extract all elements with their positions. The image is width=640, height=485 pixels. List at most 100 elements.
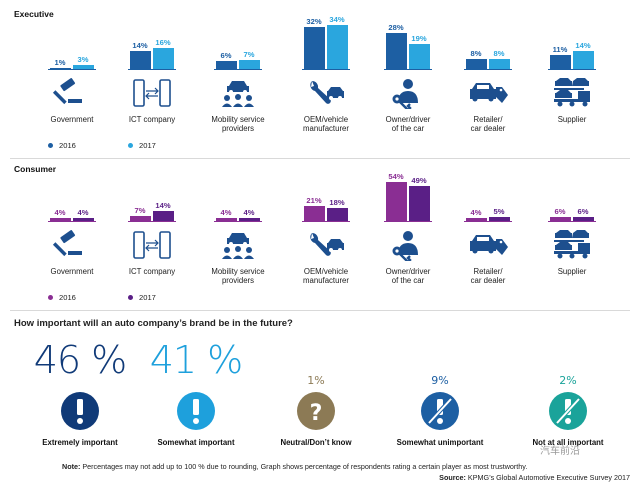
bar-2017 [573, 216, 594, 221]
bar-value-label: 1% [54, 57, 66, 67]
importance-percentage: 9% [431, 374, 449, 387]
bar-value-label: 6% [220, 51, 232, 61]
category-label-line: Supplier [557, 267, 587, 276]
person-key-icon [388, 77, 428, 114]
bar-2017 [73, 65, 94, 69]
bar-value-label: 6% [577, 206, 589, 216]
bar-2017 [409, 44, 430, 69]
footnote: Note: Percentages may not add up to 100 … [62, 462, 632, 471]
importance-label: Somewhat unimportant [396, 438, 484, 447]
category-label: ICT company [110, 115, 194, 124]
question-icon: ? [296, 391, 336, 436]
people-car-icon [218, 229, 258, 266]
category-label-line: manufacturer [303, 276, 349, 285]
people-car-icon [218, 77, 258, 114]
category-label: Government [30, 115, 114, 124]
bar-value-label: 4% [220, 208, 232, 218]
bar-2017 [239, 218, 260, 221]
bar-2016 [130, 215, 151, 221]
category-label-line: providers [221, 276, 255, 285]
svg-text:?: ? [310, 401, 323, 426]
bar-2016 [304, 27, 325, 69]
category-label-line: ICT company [128, 267, 176, 276]
bar-baseline [302, 221, 350, 222]
category-label-line: Government [50, 267, 94, 276]
bar-2017 [153, 48, 174, 69]
bar-2017 [327, 24, 348, 69]
bar-baseline [464, 221, 512, 222]
wrench-car-icon [306, 229, 346, 266]
brand-question: How important will an auto company’s bra… [14, 318, 293, 329]
bar-value-label: 11% [552, 44, 568, 54]
bar-2016 [130, 50, 151, 69]
wrench-car-icon [306, 77, 346, 114]
category-label-line: Mobility service [211, 267, 265, 276]
category-label: OEM/vehicle manufacturer [284, 267, 368, 285]
watermark: 汽车前沿 [540, 446, 580, 457]
bar-2017 [573, 50, 594, 69]
brand-importance-chart: 46 % Extremely important 41 % Somewhat impo… [33, 338, 604, 447]
executive-legend-2017: 2017 [128, 141, 156, 150]
category-label: Retailer/car dealer [446, 267, 530, 285]
importance-percentage: 46 % [33, 338, 128, 382]
person-key-icon [388, 229, 428, 266]
bar-value-label: 14% [575, 40, 591, 50]
category-label-line: car dealer [470, 276, 506, 285]
exclamation-icon [176, 391, 216, 436]
category-label-line: OEM/vehicle [303, 267, 349, 276]
bar-value-label: 5% [493, 207, 505, 217]
category-label-line: Retailer/ [473, 115, 503, 124]
importance-percentage: 2% [559, 374, 577, 387]
importance-percentage: 41 % [149, 338, 244, 382]
bar-value-label: 32% [306, 17, 322, 27]
bar-2016 [50, 218, 71, 221]
bar-baseline [384, 69, 432, 70]
category-label: Government [30, 267, 114, 276]
consumer-legend-2016: 2016 [48, 293, 76, 302]
consumer-title: Consumer [14, 164, 57, 174]
executive-chart: 1% 3% Government 14% 16% ICT company 6% 7% Mo… [0, 0, 640, 160]
importance-label: Neutral/Don’t know [280, 438, 352, 447]
bar-2016 [550, 54, 571, 69]
legend-2017-label: 2017 [139, 141, 156, 150]
bar-value-label: 18% [329, 198, 345, 208]
bar-2016 [466, 58, 487, 69]
bar-2017 [489, 58, 510, 69]
exclamation-icon [60, 391, 100, 436]
bar-value-label: 49% [411, 175, 427, 185]
legend-2016-dot [48, 143, 53, 148]
bar-2017 [73, 218, 94, 221]
consumer-legend-2017: 2017 [128, 293, 156, 302]
note-text: Percentages may not add up to 100 % due … [80, 462, 528, 471]
bar-baseline [548, 221, 596, 222]
bar-2016 [386, 32, 407, 69]
category-label-line: Government [50, 115, 94, 124]
category-label: Owner/driver of the car [366, 267, 450, 285]
bar-2016 [466, 218, 487, 221]
category-label-line: Owner/driver [385, 267, 431, 276]
gavel-icon [52, 77, 92, 114]
slashed-exclamation-icon [420, 391, 460, 436]
importance-label: Not at all important [532, 438, 604, 447]
category-label-line: providers [221, 124, 255, 133]
category-label-line: Mobility service [211, 115, 265, 124]
category-label-line: OEM/vehicle [303, 115, 349, 124]
bar-value-label: 7% [134, 205, 146, 215]
category-label: Supplier [530, 267, 614, 276]
bar-2017 [489, 217, 510, 221]
category-label-line: of the car [391, 124, 425, 133]
legend-2017-dot [128, 295, 133, 300]
car-tag-icon [468, 77, 508, 114]
car-transporter-icon [552, 229, 592, 266]
divider [10, 158, 630, 159]
bar-value-label: 4% [470, 208, 482, 218]
divider [10, 310, 630, 311]
bar-2016 [550, 216, 571, 221]
category-label-line: Retailer/ [473, 267, 503, 276]
phones-icon [132, 229, 172, 266]
category-label: Retailer/car dealer [446, 115, 530, 133]
source-line: Source: KPMG’s Global Automotive Executi… [300, 473, 630, 482]
legend-2016-label: 2016 [59, 293, 76, 302]
category-label: Supplier [530, 115, 614, 124]
category-label: OEM/vehicle manufacturer [284, 115, 368, 133]
